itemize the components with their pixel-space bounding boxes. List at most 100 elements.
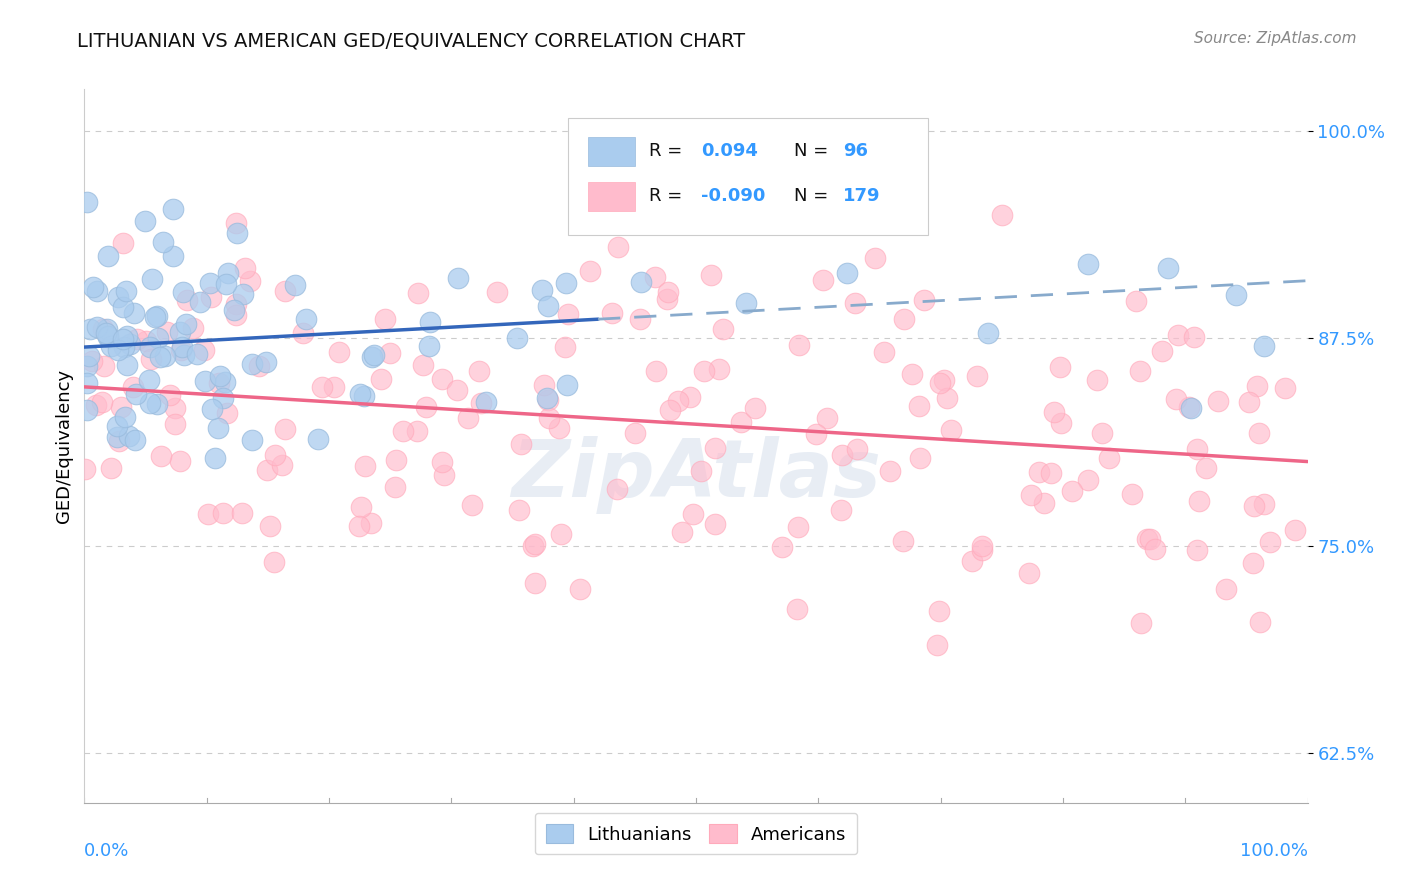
Point [891, 534, 914, 549]
Point [536, 392, 558, 406]
Point [1246, 379, 1268, 393]
Point [837, 267, 859, 281]
Point [1274, 381, 1296, 395]
Point [214, 375, 236, 389]
Point [77, 349, 100, 363]
Point [1152, 343, 1174, 358]
Point [284, 277, 307, 292]
Point [94, 326, 117, 340]
Point [207, 421, 229, 435]
Point [606, 482, 628, 496]
Point [787, 520, 810, 534]
Point [537, 299, 560, 313]
Point [163, 417, 186, 431]
Point [169, 325, 191, 339]
FancyBboxPatch shape [588, 182, 636, 211]
Point [134, 213, 156, 227]
Point [990, 208, 1012, 222]
Text: R =: R = [650, 187, 689, 205]
Point [533, 378, 555, 392]
Point [193, 343, 215, 357]
Point [693, 364, 716, 378]
Point [100, 339, 122, 353]
Point [872, 344, 894, 359]
Point [139, 396, 162, 410]
Point [374, 311, 396, 326]
Point [117, 329, 139, 343]
Point [225, 308, 247, 322]
Point [415, 400, 437, 414]
Point [211, 507, 233, 521]
Point [97, 330, 120, 344]
Point [644, 269, 666, 284]
Point [811, 273, 834, 287]
Point [711, 322, 734, 336]
Point [73, 461, 96, 475]
Point [700, 268, 723, 283]
Point [555, 276, 578, 290]
Point [1043, 405, 1066, 419]
Point [658, 403, 681, 417]
Point [152, 235, 174, 250]
Point [628, 312, 651, 326]
Text: R =: R = [650, 143, 689, 161]
Point [645, 364, 668, 378]
Point [360, 350, 382, 364]
Point [1077, 473, 1099, 487]
Point [274, 284, 297, 298]
Point [118, 336, 141, 351]
Point [162, 202, 184, 216]
Point [76, 376, 98, 391]
Point [658, 189, 681, 203]
Point [97, 328, 120, 343]
Point [263, 555, 285, 569]
Point [557, 378, 579, 392]
Point [730, 415, 752, 429]
Point [557, 306, 579, 320]
Point [121, 380, 143, 394]
Point [406, 424, 429, 438]
Point [271, 458, 294, 472]
Point [530, 283, 553, 297]
Point [204, 451, 226, 466]
Point [1039, 466, 1062, 480]
Point [105, 419, 128, 434]
Point [506, 331, 529, 345]
Point [1225, 287, 1247, 301]
Point [524, 576, 547, 591]
Point [112, 300, 135, 314]
Point [607, 240, 630, 254]
Point [212, 391, 235, 405]
Point [349, 518, 371, 533]
Point [1021, 488, 1043, 502]
Point [328, 344, 350, 359]
Point [912, 293, 935, 307]
Point [468, 364, 491, 378]
Point [600, 306, 623, 320]
Point [1157, 261, 1180, 276]
Point [197, 507, 219, 521]
Point [744, 401, 766, 416]
Point [349, 387, 371, 401]
Point [124, 433, 146, 447]
Point [176, 293, 198, 307]
Point [1243, 499, 1265, 513]
Point [274, 422, 297, 436]
Point [353, 389, 375, 403]
Point [623, 426, 645, 441]
Point [138, 374, 160, 388]
Point [1062, 483, 1084, 498]
Point [82, 354, 104, 368]
Point [1177, 400, 1199, 414]
Point [188, 295, 211, 310]
Point [391, 425, 413, 439]
Point [111, 332, 134, 346]
Point [150, 449, 173, 463]
Point [107, 434, 129, 448]
Point [79, 321, 101, 335]
Point [239, 274, 262, 288]
Point [509, 437, 531, 451]
Point [1187, 494, 1209, 508]
Point [1077, 257, 1099, 271]
Point [1167, 327, 1189, 342]
